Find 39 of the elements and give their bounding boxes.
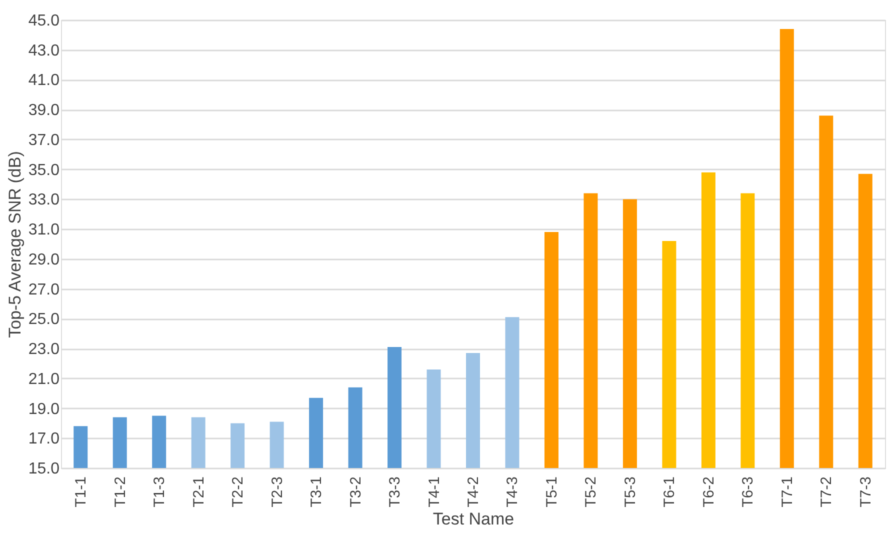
y-tick-label: 27.0 [28, 281, 60, 298]
y-tick-label: 15.0 [28, 460, 60, 478]
y-tick-label: 41.0 [28, 72, 60, 90]
x-tick-label: T4-2 [465, 476, 482, 508]
x-tick-label: T5-2 [582, 476, 600, 508]
y-tick-label: 43.0 [28, 42, 60, 60]
x-tick-label: T3-1 [308, 476, 326, 508]
x-tick-label: T3-2 [347, 476, 364, 508]
y-tick-label: 45.0 [28, 12, 60, 30]
x-tick-label: T6-1 [661, 476, 678, 508]
x-tick-label: T1-1 [72, 476, 90, 508]
y-tick-label: 21.0 [28, 370, 60, 388]
y-tick-label: 29.0 [28, 251, 60, 268]
x-tick-label: T7-3 [857, 476, 874, 508]
y-tick-label: 39.0 [28, 102, 60, 120]
y-tick-label: 19.0 [28, 400, 60, 418]
x-tick-label: T5-3 [622, 476, 639, 508]
x-axis-title: Test Name [432, 509, 514, 528]
x-tick-label: T4-1 [426, 476, 443, 508]
y-tick-label: 37.0 [28, 132, 60, 149]
x-tick-label: T6-2 [700, 476, 718, 508]
y-axis-title: Top-5 Average SNR (dB) [5, 151, 24, 338]
y-tick-label: 35.0 [28, 162, 60, 179]
y-tick-label: 31.0 [28, 222, 60, 239]
y-tick-label: 23.0 [28, 341, 60, 358]
x-tick-label: T1-2 [112, 476, 129, 508]
y-tick-label: 33.0 [28, 192, 60, 209]
x-tick-label: T2-3 [268, 476, 286, 508]
x-tick-label: T4-3 [504, 476, 522, 508]
x-tick-label: T3-3 [386, 476, 404, 508]
x-tick-label: T1-3 [151, 476, 168, 508]
x-tick-label: T2-2 [230, 476, 247, 508]
y-tick-label: 17.0 [28, 430, 60, 448]
x-tick-label: T7-2 [818, 476, 836, 508]
y-tick-label: 25.0 [28, 311, 60, 328]
x-tick-label: T2-1 [190, 476, 208, 508]
x-tick-label: T6-3 [740, 476, 757, 508]
x-tick-label: T5-1 [543, 476, 560, 508]
x-tick-label: T7-1 [778, 476, 796, 508]
